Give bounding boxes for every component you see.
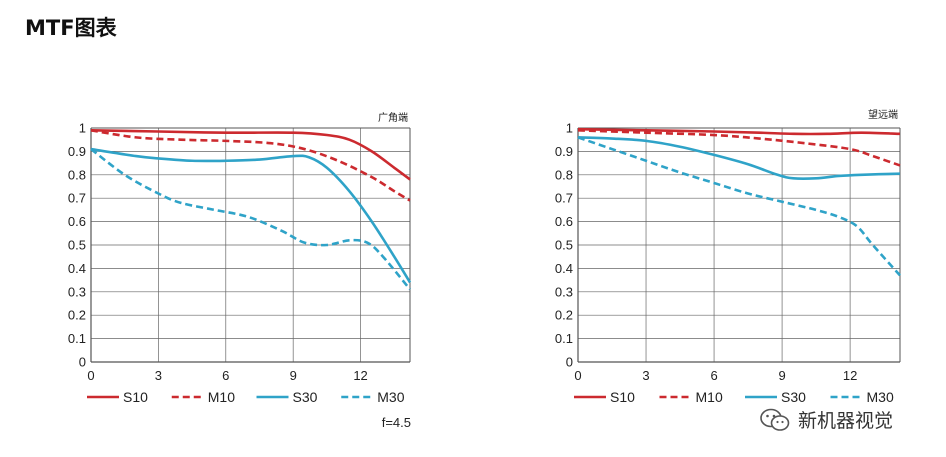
chart-corner-label: 广角端 [378, 111, 408, 124]
y-tick-label: 0.9 [68, 144, 86, 159]
x-tick-label: 6 [222, 368, 229, 383]
y-tick-label: 0.4 [68, 261, 86, 276]
page-title: MTF图表 [25, 16, 117, 40]
y-tick-label: 1 [566, 121, 573, 136]
chart-corner-label: 望远端 [868, 108, 898, 121]
watermark-text: 新机器视觉 [798, 410, 894, 432]
legend-label-s10: S10 [123, 389, 148, 405]
y-tick-label: 0.7 [68, 191, 86, 206]
y-tick-label: 0.4 [555, 261, 573, 276]
series-line-m10 [577, 129, 901, 167]
legend-label-m10: M10 [696, 389, 723, 405]
chart-2: 0 0.1 0.2 0.3 0.4 0.5 0.6 0.7 0.8 0.9 1 0 3 6 9 12 望远端 S1… [555, 108, 901, 405]
series-line-m30 [90, 148, 412, 291]
x-tick-label: 3 [155, 368, 162, 383]
aperture-note: f=4.5 [382, 415, 411, 430]
y-tick-label: 0.3 [68, 284, 86, 299]
x-tick-label: 12 [353, 368, 367, 383]
series-line-m30 [577, 136, 901, 277]
y-tick-label: 0.6 [68, 214, 86, 229]
watermark: 新机器视觉 [760, 406, 893, 433]
y-tick-label: 0.5 [68, 238, 86, 253]
y-tick-label: 0.1 [555, 331, 573, 346]
y-tick-label: 0.2 [555, 308, 573, 323]
legend-label-m30: M30 [377, 389, 404, 405]
legend-label-s10: S10 [610, 389, 635, 405]
x-tick-label: 9 [778, 368, 785, 383]
y-tick-label: 0 [566, 355, 573, 370]
y-tick-label: 0.9 [555, 144, 573, 159]
series-line-s10 [90, 129, 411, 181]
legend-label-m10: M10 [208, 389, 235, 405]
y-tick-label: 0.1 [68, 331, 86, 346]
legend-label-m30: M30 [867, 389, 894, 405]
x-tick-label: 3 [642, 368, 649, 383]
y-tick-label: 0.3 [555, 284, 573, 299]
series-line-s30 [90, 147, 412, 284]
y-tick-label: 0.8 [68, 167, 86, 182]
x-tick-label: 0 [574, 368, 581, 383]
series-line-m10 [90, 129, 411, 202]
series-line-s30 [577, 136, 901, 180]
y-tick-label: 0.2 [68, 308, 86, 323]
legend-label-s30: S30 [781, 389, 806, 405]
y-tick-label: 0.8 [555, 167, 573, 182]
y-tick-label: 1 [79, 121, 86, 136]
y-tick-label: 0 [79, 355, 86, 370]
x-tick-label: 6 [710, 368, 717, 383]
legend-label-s30: S30 [293, 389, 318, 405]
chart-1: 0 0.1 0.2 0.3 0.4 0.5 0.6 0.7 0.8 0.9 1 0 3 6 9 12 广角端 S1… [68, 111, 412, 430]
wechat-icon [760, 408, 790, 431]
y-tick-label: 0.6 [555, 214, 573, 229]
x-tick-label: 9 [290, 368, 297, 383]
series-line-s10 [577, 127, 901, 136]
x-tick-label: 12 [843, 368, 857, 383]
x-tick-label: 0 [87, 368, 94, 383]
y-tick-label: 0.5 [555, 238, 573, 253]
y-tick-label: 0.7 [555, 191, 573, 206]
